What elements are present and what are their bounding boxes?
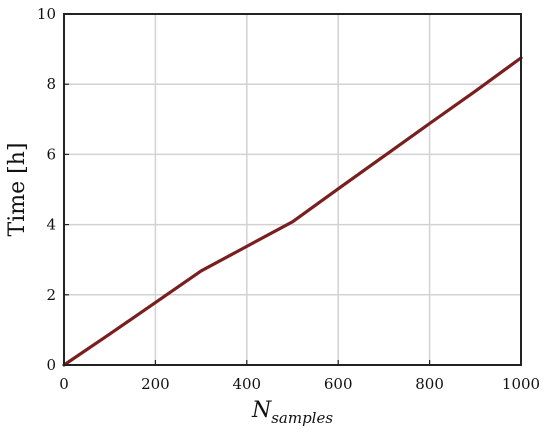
grid — [64, 14, 521, 365]
x-axis-label-sub: samples — [271, 409, 333, 427]
series-layer — [62, 56, 523, 367]
plot-frame — [63, 13, 522, 366]
x-tick-label: 1000 — [502, 375, 540, 393]
y-tick-label: 2 — [46, 286, 56, 304]
x-tick-label: 800 — [415, 375, 444, 393]
y-tick-label: 0 — [46, 356, 56, 374]
y-tick-label: 8 — [46, 75, 56, 93]
x-axis-label-main: N — [251, 398, 272, 423]
ticks-layer: 0 200 400 600 800 1000 0 2 4 6 8 10 — [37, 5, 540, 393]
y-tick-label: 4 — [46, 216, 56, 234]
y-tick-label: 6 — [46, 145, 56, 163]
x-tick-label: 400 — [232, 375, 261, 393]
y-tick-label: 10 — [37, 5, 56, 23]
series-line — [62, 56, 523, 367]
x-tick-label: 600 — [324, 375, 353, 393]
y-axis-label: Time [h] — [5, 143, 30, 237]
x-tick-label: 200 — [141, 375, 170, 393]
x-axis-label: Nsamples — [251, 398, 333, 427]
x-tick-label: 0 — [59, 375, 69, 393]
